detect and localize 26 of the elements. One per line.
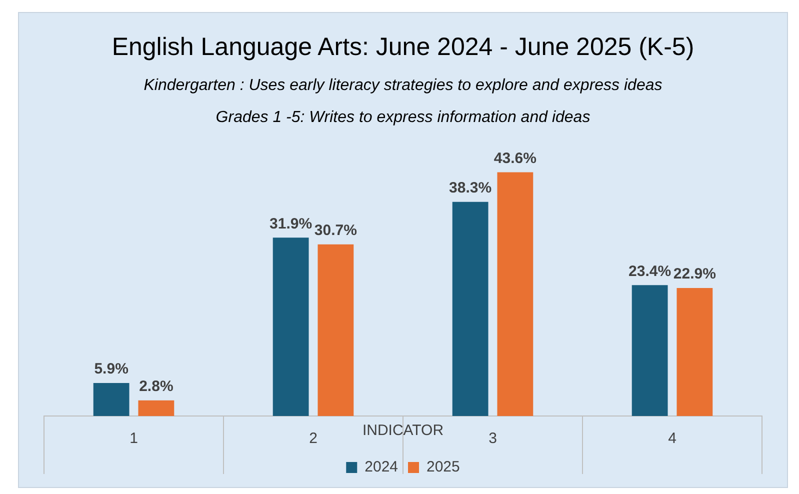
bar (497, 172, 534, 416)
bar (272, 238, 309, 416)
legend-label: 2024 (364, 458, 398, 476)
bar (452, 202, 488, 416)
bar (138, 400, 174, 416)
bar (632, 285, 668, 416)
chart-subtitle: Kindergarten : Uses early literacy strategies to explore and express ideas (142, 77, 664, 95)
x-tick-label: 4 (668, 430, 676, 448)
data-label: 43.6% (494, 150, 536, 167)
data-label: 22.9% (673, 266, 716, 283)
chart-title: English Language Arts: June 2024 - June 2025 (K-5) (110, 33, 696, 62)
data-label: 31.9% (270, 215, 312, 232)
data-label: 2.8% (139, 378, 174, 395)
data-label: 30.7% (314, 222, 357, 240)
x-tick-label: 1 (130, 430, 138, 448)
text: Grades 1 -5: Writes to express information and ideas (214, 109, 592, 127)
bar (318, 244, 354, 416)
bar (676, 288, 713, 416)
x-tick-label: 3 (488, 430, 497, 448)
x-axis-title: INDICATOR (362, 422, 444, 440)
data-label: 23.4% (628, 262, 672, 280)
data-label: 38.3% (449, 180, 492, 197)
x-tick-label: 2 (309, 430, 318, 448)
bar (93, 383, 130, 416)
data-label: 5.9% (94, 360, 128, 378)
legend-label: 2025 (426, 458, 460, 476)
